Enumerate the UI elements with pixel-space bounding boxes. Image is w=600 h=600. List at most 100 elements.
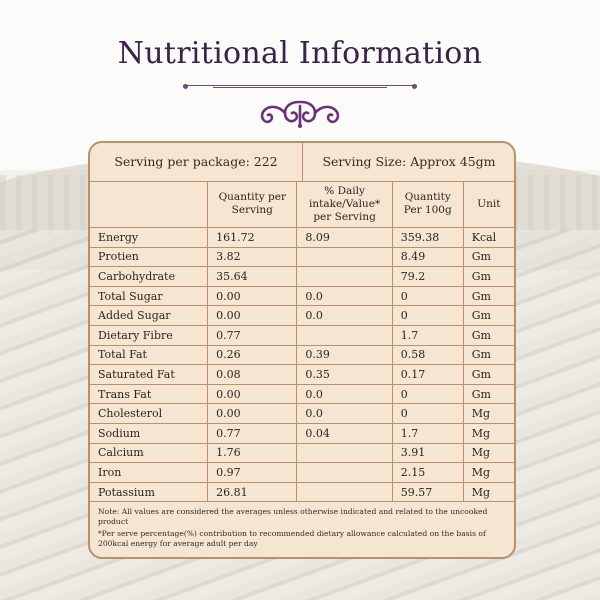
header-quantity-per-100g: Quantity Per 100g — [391, 181, 464, 228]
per-100g-value: 2.15 — [391, 462, 464, 483]
table-row: Carbohydrate 35.64 79.2 Gm — [90, 266, 514, 287]
daily-value — [296, 266, 393, 287]
nutrient-name: Calcium — [90, 442, 209, 464]
table-row: Added Sugar 0.00 0.0 0 Gm — [90, 305, 514, 326]
nutrition-table: Quantity per Serving % Daily intake/Valu… — [90, 181, 514, 503]
per-100g-value: 1.7 — [391, 324, 464, 346]
table-row: Protien 3.82 8.49 Gm — [90, 246, 514, 268]
unit-value: Gm — [462, 305, 514, 326]
header-nutrient — [90, 181, 209, 228]
table-row: Sodium 0.77 0.04 1.7 Mg — [90, 422, 514, 444]
daily-value — [296, 324, 393, 346]
per-serving-value: 0.77 — [207, 324, 298, 346]
nutrient-name: Total Sugar — [90, 285, 209, 307]
serving-per-package: Serving per package: 222 — [90, 143, 303, 181]
unit-value: Mg — [462, 481, 514, 503]
daily-value — [296, 442, 393, 464]
nutrient-name: Cholesterol — [90, 403, 209, 424]
per-serving-value: 0.77 — [207, 422, 298, 444]
unit-value: Mg — [462, 462, 514, 483]
per-serving-value: 161.72 — [207, 227, 298, 248]
daily-value — [296, 462, 393, 483]
flourish-ornament-icon — [260, 100, 340, 128]
serving-size: Serving Size: Approx 45gm — [322, 154, 496, 169]
per-serving-value: 0.00 — [207, 403, 298, 424]
nutrient-name: Trans Fat — [90, 383, 209, 405]
nutrient-name: Potassium — [90, 481, 209, 503]
table-row: Total Sugar 0.00 0.0 0 Gm — [90, 285, 514, 307]
unit-value: Gm — [462, 285, 514, 307]
nutrient-name: Total Fat — [90, 344, 209, 366]
per-serving-value: 35.64 — [207, 266, 298, 287]
nutrient-name: Dietary Fibre — [90, 324, 209, 346]
daily-value: 8.09 — [296, 227, 393, 248]
per-serving-value: 0.00 — [207, 305, 298, 326]
header-unit: Unit — [462, 181, 514, 228]
header-quantity-per-serving: Quantity per Serving — [207, 181, 298, 228]
table-row: Trans Fat 0.00 0.0 0 Gm — [90, 383, 514, 405]
unit-value: Kcal — [462, 227, 514, 248]
per-serving-value: 0.26 — [207, 344, 298, 366]
table-row: Dietary Fibre 0.77 1.7 Gm — [90, 324, 514, 346]
per-serving-value: 0.00 — [207, 285, 298, 307]
per-100g-value: 79.2 — [391, 266, 464, 287]
daily-value — [296, 481, 393, 503]
nutrition-card: Serving per package: 222 Serving Size: A… — [88, 141, 516, 559]
nutrient-name: Added Sugar — [90, 305, 209, 326]
per-100g-value: 3.91 — [391, 442, 464, 464]
unit-value: Gm — [462, 324, 514, 346]
daily-value: 0.04 — [296, 422, 393, 444]
footnote-percentage: *Per serve percentage(%) contribution to… — [98, 529, 486, 548]
table-header-row: Quantity per Serving % Daily intake/Valu… — [90, 181, 514, 228]
table-row: Total Fat 0.26 0.39 0.58 Gm — [90, 344, 514, 366]
table-row: Energy 161.72 8.09 359.38 Kcal — [90, 227, 514, 248]
table-row: Cholesterol 0.00 0.0 0 Mg — [90, 403, 514, 424]
per-serving-value: 0.00 — [207, 383, 298, 405]
serving-header: Serving per package: 222 Serving Size: A… — [90, 143, 514, 182]
daily-value: 0.0 — [296, 305, 393, 326]
per-100g-value: 0 — [391, 403, 464, 424]
unit-value: Gm — [462, 344, 514, 366]
table-row: Potassium 26.81 59.57 Mg — [90, 481, 514, 503]
per-100g-value: 0.17 — [391, 364, 464, 385]
daily-value: 0.35 — [296, 364, 393, 385]
nutrient-name: Protien — [90, 246, 209, 268]
unit-value: Gm — [462, 266, 514, 287]
daily-value — [296, 246, 393, 268]
per-100g-value: 0 — [391, 305, 464, 326]
per-serving-value: 0.08 — [207, 364, 298, 385]
daily-value: 0.0 — [296, 403, 393, 424]
unit-value: Gm — [462, 364, 514, 385]
unit-value: Mg — [462, 403, 514, 424]
nutrient-name: Sodium — [90, 422, 209, 444]
daily-value: 0.0 — [296, 383, 393, 405]
per-100g-value: 0 — [391, 383, 464, 405]
per-100g-value: 1.7 — [391, 422, 464, 444]
unit-value: Gm — [462, 246, 514, 268]
per-serving-value: 0.97 — [207, 462, 298, 483]
footnote-average: Note: All values are considered the aver… — [98, 507, 488, 526]
table-row: Calcium 1.76 3.91 Mg — [90, 442, 514, 464]
header-daily-intake: % Daily intake/Value* per Serving — [296, 181, 393, 228]
per-serving-value: 1.76 — [207, 442, 298, 464]
page-title: Nutritional Information — [117, 36, 483, 71]
per-serving-value: 3.82 — [207, 246, 298, 268]
per-100g-value: 0.58 — [391, 344, 464, 366]
table-row: Iron 0.97 2.15 Mg — [90, 462, 514, 483]
per-100g-value: 59.57 — [391, 481, 464, 503]
unit-value: Gm — [462, 383, 514, 405]
footnotes: Note: All values are considered the aver… — [98, 507, 506, 549]
nutrient-name: Saturated Fat — [90, 364, 209, 385]
nutrient-name: Iron — [90, 462, 209, 483]
daily-value: 0.39 — [296, 344, 393, 366]
unit-value: Mg — [462, 422, 514, 444]
nutrient-name: Carbohydrate — [90, 266, 209, 287]
table-row: Saturated Fat 0.08 0.35 0.17 Gm — [90, 364, 514, 385]
title-divider — [183, 82, 417, 92]
nutrient-name: Energy — [90, 227, 209, 248]
daily-value: 0.0 — [296, 285, 393, 307]
unit-value: Mg — [462, 442, 514, 464]
per-100g-value: 8.49 — [391, 246, 464, 268]
per-serving-value: 26.81 — [207, 481, 298, 503]
per-100g-value: 359.38 — [391, 227, 464, 248]
